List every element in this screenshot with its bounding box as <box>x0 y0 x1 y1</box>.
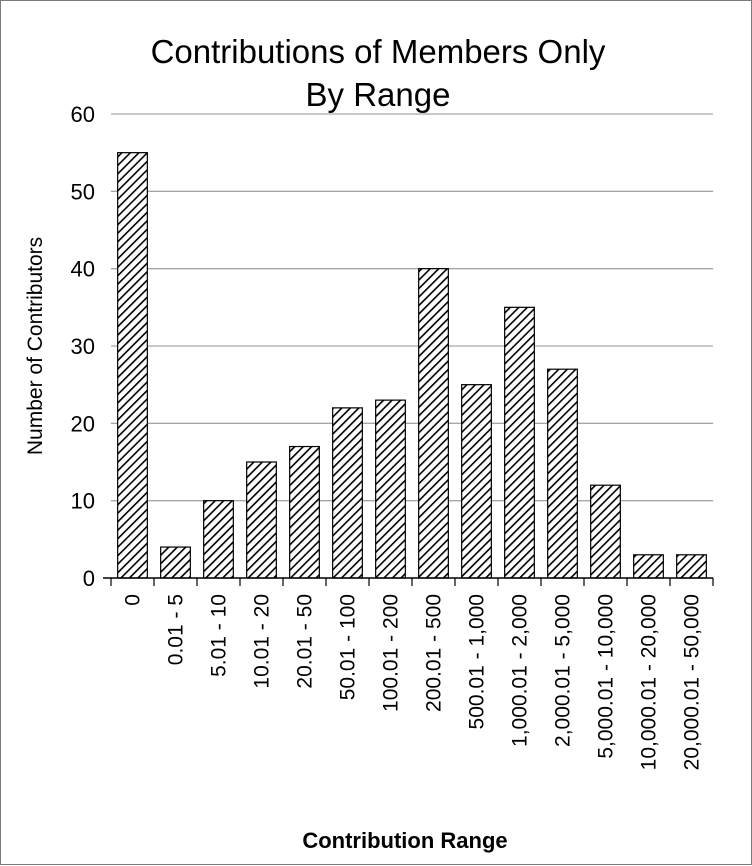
x-category-label: 500.01 - 1,000 <box>466 594 489 729</box>
bar-1 <box>160 546 191 579</box>
x-category-label: 10,000.01 - 20,000 <box>638 594 661 770</box>
bar-13 <box>676 554 707 579</box>
bar-2 <box>203 500 234 579</box>
y-tick-label: 20 <box>71 411 95 436</box>
x-category-label: 2,000.01 - 5,000 <box>552 594 575 747</box>
x-category-label: 50.01 - 100 <box>337 594 360 700</box>
x-category-label: 20.01 - 50 <box>294 594 317 689</box>
bar-7 <box>418 268 449 579</box>
x-category-label: 5.01 - 10 <box>208 594 231 677</box>
y-tick-label: 50 <box>71 179 95 204</box>
bar-9 <box>504 306 535 579</box>
y-axis-title: Number of Contributors <box>24 237 47 455</box>
x-category-label: 20,000.01 - 50,000 <box>681 594 704 770</box>
x-category-label: 0 <box>122 594 145 606</box>
bars <box>117 152 707 579</box>
bar-6 <box>375 399 406 579</box>
x-category-label: 5,000.01 - 10,000 <box>595 594 618 759</box>
chart-title-line-1: Contributions of Members Only <box>151 33 606 70</box>
bar-4 <box>289 445 320 579</box>
x-category-label: 200.01 - 500 <box>423 594 446 712</box>
x-axis-category-labels: 0 0.01 - 5 5.01 - 10 10.01 - 20 20.01 - 50 50… <box>122 594 704 770</box>
x-axis-title: Contribution Range <box>302 828 507 853</box>
x-axis-ticks <box>110 578 714 586</box>
bar-10 <box>547 368 578 579</box>
bar-8 <box>461 384 492 579</box>
bar-0 <box>117 152 148 579</box>
gridlines <box>111 113 713 502</box>
x-category-label: 10.01 - 20 <box>251 594 274 689</box>
y-axis-tick-labels: 0 10 20 30 40 50 60 <box>71 102 95 591</box>
x-category-label: 100.01 - 200 <box>380 594 403 712</box>
bar-12 <box>633 554 664 579</box>
y-tick-label: 30 <box>71 334 95 359</box>
x-category-label: 1,000.01 - 2,000 <box>509 594 532 747</box>
y-tick-label: 60 <box>71 102 95 127</box>
y-tick-label: 0 <box>83 566 95 591</box>
x-category-label: 0.01 - 5 <box>165 594 188 665</box>
y-tick-label: 40 <box>71 257 95 282</box>
chart-title-line-2: By Range <box>306 76 451 113</box>
bar-3 <box>246 461 277 579</box>
bar-11 <box>590 484 621 579</box>
y-tick-label: 10 <box>71 489 95 514</box>
bar-5 <box>332 407 363 579</box>
